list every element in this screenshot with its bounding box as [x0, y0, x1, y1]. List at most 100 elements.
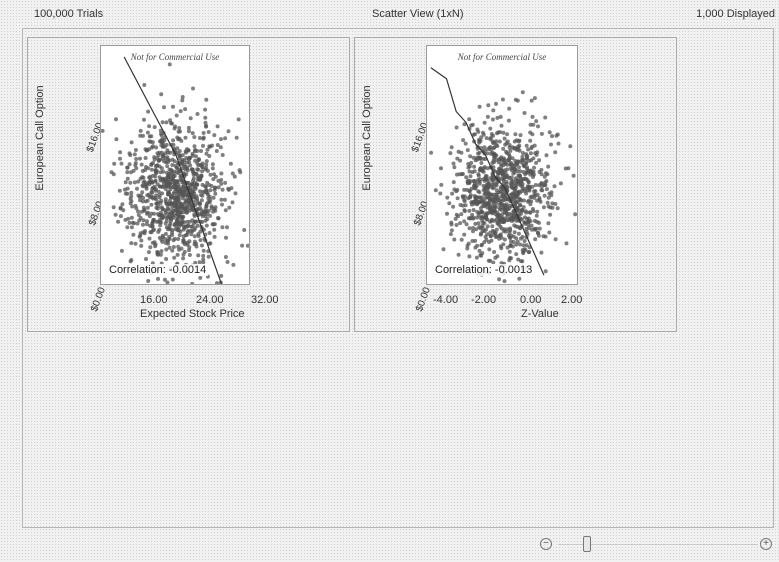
scatter-point [480, 242, 484, 247]
scatter-point [537, 226, 542, 231]
scatter-point [163, 231, 168, 236]
scatter-point [530, 184, 535, 189]
scatter-point [162, 277, 167, 282]
scatter-point [200, 169, 205, 174]
scatter-point [506, 118, 511, 123]
scatter-point [165, 280, 170, 284]
scatter-point [505, 245, 510, 250]
plot-area[interactable]: Not for Commercial Use Correlation: -0.0… [100, 45, 250, 285]
scatter-point [133, 148, 138, 152]
scatter-point [468, 174, 473, 179]
scatter-point [522, 215, 527, 220]
scatter-point [526, 250, 531, 255]
scatter-point [528, 168, 533, 173]
scatter-point [212, 234, 217, 239]
scatter-point [190, 167, 194, 172]
scatter-point [452, 165, 457, 170]
scatter-point [198, 189, 202, 194]
scatter-point [497, 139, 502, 144]
scatter-point [151, 228, 155, 233]
scatter-point [487, 247, 492, 252]
scatter-point [179, 216, 184, 220]
scatter-point [178, 174, 183, 179]
scatter-point [474, 255, 479, 260]
zoom-in-icon[interactable]: + [760, 538, 772, 550]
scatter-point [543, 269, 548, 274]
scatter-point [524, 243, 529, 248]
scatter-point [502, 203, 507, 208]
scatter-point [501, 171, 506, 176]
scatter-point [206, 254, 211, 259]
scatter-point [454, 223, 459, 227]
scatter-point [205, 217, 210, 222]
scatter-point [429, 150, 434, 155]
scatter-point [154, 163, 159, 168]
scatter-point [161, 179, 166, 183]
scatter-point [515, 199, 520, 204]
scatter-point [197, 177, 202, 182]
scatter-point [448, 232, 453, 237]
zoom-slider-thumb[interactable] [583, 536, 591, 552]
scatter-point [133, 203, 138, 208]
scatter-point [471, 226, 475, 230]
scatter-chart-panel-1[interactable]: European Call Option $16.00 $8.00 $0.00 … [27, 37, 350, 332]
scatter-point [146, 109, 151, 114]
scatter-point [495, 131, 499, 136]
scatter-point [456, 252, 461, 257]
scatter-point [200, 165, 205, 170]
scatter-point [192, 135, 197, 140]
scatter-point [441, 247, 446, 252]
scatter-point [509, 178, 514, 183]
scatter-point [145, 130, 150, 135]
scatter-point [518, 133, 523, 138]
scatter-point [207, 183, 212, 187]
scatter-point [518, 226, 523, 231]
plot-area[interactable]: Not for Commercial Use Correlation: -0.0… [426, 45, 578, 285]
scatter-point [480, 251, 485, 256]
scatter-point [455, 172, 459, 177]
scatter-point [177, 233, 182, 238]
scatter-point [199, 198, 204, 203]
scatter-point [449, 145, 454, 150]
scatter-point [477, 150, 482, 155]
scatter-point [213, 186, 217, 191]
scatter-point [535, 231, 540, 235]
scatter-point [454, 212, 459, 217]
scatter-point [516, 139, 521, 144]
scatter-point [177, 126, 182, 130]
scatter-point [159, 166, 164, 171]
scatter-point [539, 188, 544, 192]
y-axis-title: European Call Option [361, 85, 373, 191]
scatter-point [186, 180, 191, 185]
scatter-point [164, 120, 169, 125]
scatter-point [494, 205, 499, 210]
scatter-point [172, 255, 177, 260]
scatter-point [118, 150, 123, 155]
scatter-point [240, 243, 245, 248]
scatter-point [513, 132, 518, 137]
scatter-point [505, 185, 510, 189]
scatter-point [132, 180, 137, 185]
scatter-point [469, 160, 474, 165]
scatter-point [193, 154, 198, 159]
scatter-point [513, 97, 518, 102]
scatter-point [469, 202, 474, 207]
scatter-point [181, 252, 186, 257]
scatter-point [508, 181, 513, 186]
scatter-point [156, 229, 161, 234]
scatter-point [513, 189, 518, 194]
scatter-point [465, 181, 470, 186]
zoom-track[interactable] [558, 544, 758, 545]
scatter-point [467, 117, 472, 122]
scatter-point [491, 260, 496, 265]
scatter-point [517, 143, 522, 148]
scatter-chart-panel-2[interactable]: European Call Option $16.00 $8.00 $0.00 … [354, 37, 677, 332]
scatter-point [525, 156, 529, 161]
scatter-point [147, 236, 152, 241]
scatter-point [460, 194, 465, 199]
scatter-point [180, 160, 185, 165]
scatter-point [485, 211, 490, 216]
zoom-out-icon[interactable]: − [540, 538, 552, 550]
scatter-point [138, 133, 143, 138]
scatter-point [451, 161, 456, 166]
